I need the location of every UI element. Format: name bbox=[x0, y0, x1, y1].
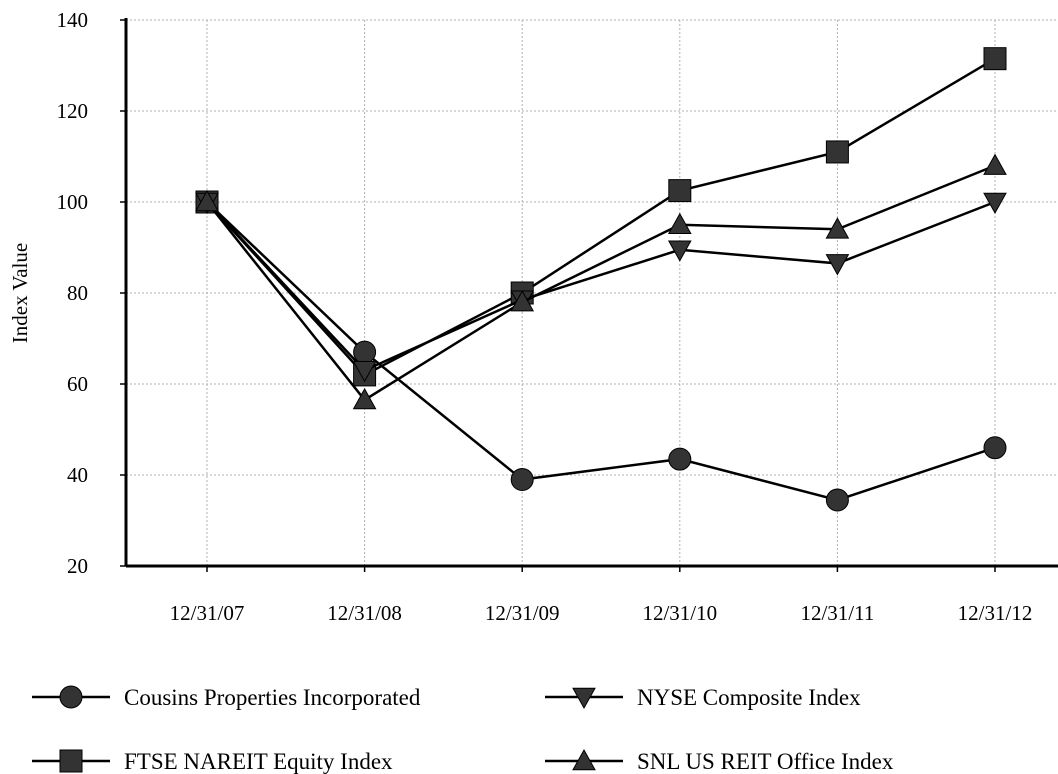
y-tick-label: 120 bbox=[57, 99, 89, 123]
data-point-square bbox=[668, 179, 692, 203]
data-point-square bbox=[825, 140, 849, 164]
x-tick-label: 12/31/11 bbox=[800, 601, 874, 625]
y-axis-title: Index Value bbox=[8, 243, 32, 344]
series-line bbox=[206, 201, 996, 502]
x-tick-label: 12/31/09 bbox=[485, 601, 560, 625]
series-line bbox=[206, 164, 996, 402]
data-point-triangle-down bbox=[825, 254, 850, 276]
legend-item: FTSE NAREIT Equity Index bbox=[32, 749, 393, 774]
legend-label: SNL US REIT Office Index bbox=[637, 749, 894, 774]
series-circle bbox=[195, 190, 1007, 512]
y-tick-label: 20 bbox=[67, 554, 88, 578]
data-point-triangle-up bbox=[825, 217, 850, 239]
data-point-triangle-up bbox=[195, 189, 219, 212]
data-point-triangle-up bbox=[983, 153, 1007, 175]
legend-label: NYSE Composite Index bbox=[637, 685, 861, 710]
data-point-triangle-down bbox=[667, 240, 692, 262]
data-point-circle bbox=[825, 488, 849, 512]
x-tick-label: 12/31/07 bbox=[170, 601, 245, 625]
data-point-circle bbox=[668, 447, 692, 471]
grid-lines bbox=[126, 19, 1058, 566]
y-tick-label: 40 bbox=[67, 463, 88, 487]
legend-label: FTSE NAREIT Equity Index bbox=[124, 749, 393, 774]
legend-marker-square bbox=[59, 749, 83, 773]
series-square bbox=[195, 47, 1007, 387]
data-point-triangle-down bbox=[352, 361, 377, 383]
series-lines bbox=[195, 47, 1007, 512]
legend: Cousins Properties Incorporated FTSE NARE… bbox=[32, 685, 894, 774]
y-tick-label: 60 bbox=[67, 372, 88, 396]
legend-marker-triangle-down bbox=[572, 687, 596, 710]
legend-item: SNL US REIT Office Index bbox=[545, 748, 894, 774]
data-point-triangle-up bbox=[352, 387, 377, 410]
y-tick-label: 80 bbox=[67, 281, 88, 305]
legend-label: Cousins Properties Incorporated bbox=[124, 685, 421, 710]
x-tick-label: 12/31/12 bbox=[958, 601, 1033, 625]
x-tick-label: 12/31/10 bbox=[642, 601, 717, 625]
x-tick-label: 12/31/08 bbox=[327, 601, 402, 625]
legend-marker-triangle-up bbox=[572, 748, 596, 771]
data-point-triangle-up bbox=[510, 290, 535, 312]
legend-item: NYSE Composite Index bbox=[545, 685, 861, 710]
series-triangle-up bbox=[195, 153, 1007, 410]
data-point-circle bbox=[353, 340, 377, 364]
data-point-triangle-up bbox=[667, 212, 692, 235]
series-line bbox=[206, 57, 996, 377]
series-line bbox=[206, 200, 996, 372]
series-triangle-down bbox=[195, 192, 1007, 383]
data-point-triangle-down bbox=[983, 192, 1007, 215]
data-point-square bbox=[983, 47, 1007, 71]
legend-item: Cousins Properties Incorporated bbox=[32, 685, 421, 710]
y-tick-labels: 20 40 60 80 100 120 140 bbox=[57, 8, 89, 578]
x-tick-labels: 12/31/07 12/31/08 12/31/09 12/31/10 12/31/11… bbox=[170, 601, 1033, 625]
y-tick-label: 140 bbox=[57, 8, 89, 32]
data-point-circle bbox=[510, 468, 534, 492]
axes bbox=[120, 18, 1058, 572]
y-tick-label: 100 bbox=[57, 190, 89, 214]
data-point-circle bbox=[983, 436, 1007, 460]
legend-marker-circle bbox=[59, 685, 83, 709]
